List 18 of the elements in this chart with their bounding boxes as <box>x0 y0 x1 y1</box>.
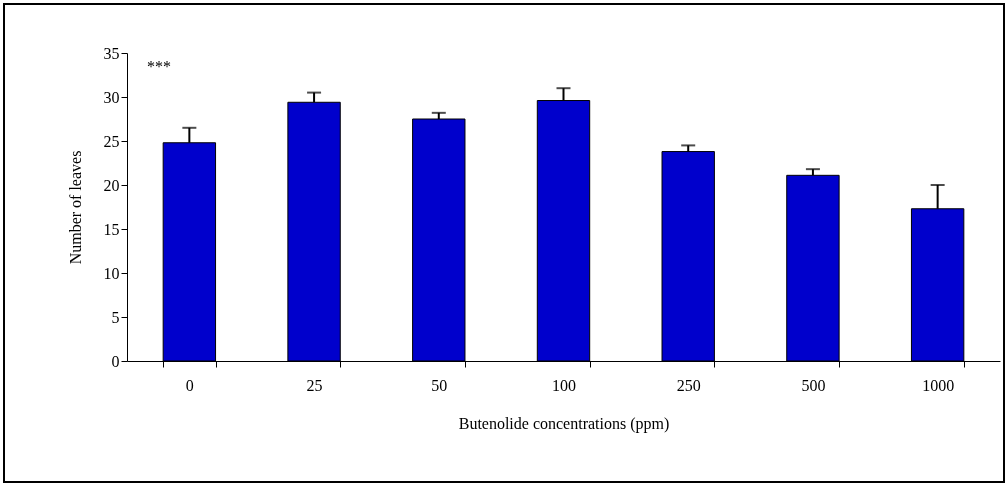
x-tick-label: 25 <box>306 376 323 394</box>
y-tick-label: 5 <box>111 308 120 326</box>
x-tick-label: 0 <box>185 376 194 394</box>
y-tick-label: 10 <box>103 264 120 282</box>
x-tick-label: 250 <box>676 376 701 394</box>
x-tick-label: 500 <box>801 376 826 394</box>
x-tick-label: 100 <box>552 376 576 394</box>
x-axis-title: Butenolide concentrations (ppm) <box>458 414 670 433</box>
y-tick-label: 30 <box>103 88 120 106</box>
y-tick-label: 15 <box>103 220 120 238</box>
y-tick-label: 0 <box>111 352 120 370</box>
annotation: *** <box>147 58 171 75</box>
x-tick-label: 1000 <box>922 376 955 394</box>
y-tick-label: 20 <box>103 176 120 194</box>
y-axis-title: Number of leaves <box>66 150 84 265</box>
y-tick-label: 35 <box>103 44 120 62</box>
y-tick-label: 25 <box>103 132 120 150</box>
x-tick-label: 50 <box>431 376 448 394</box>
